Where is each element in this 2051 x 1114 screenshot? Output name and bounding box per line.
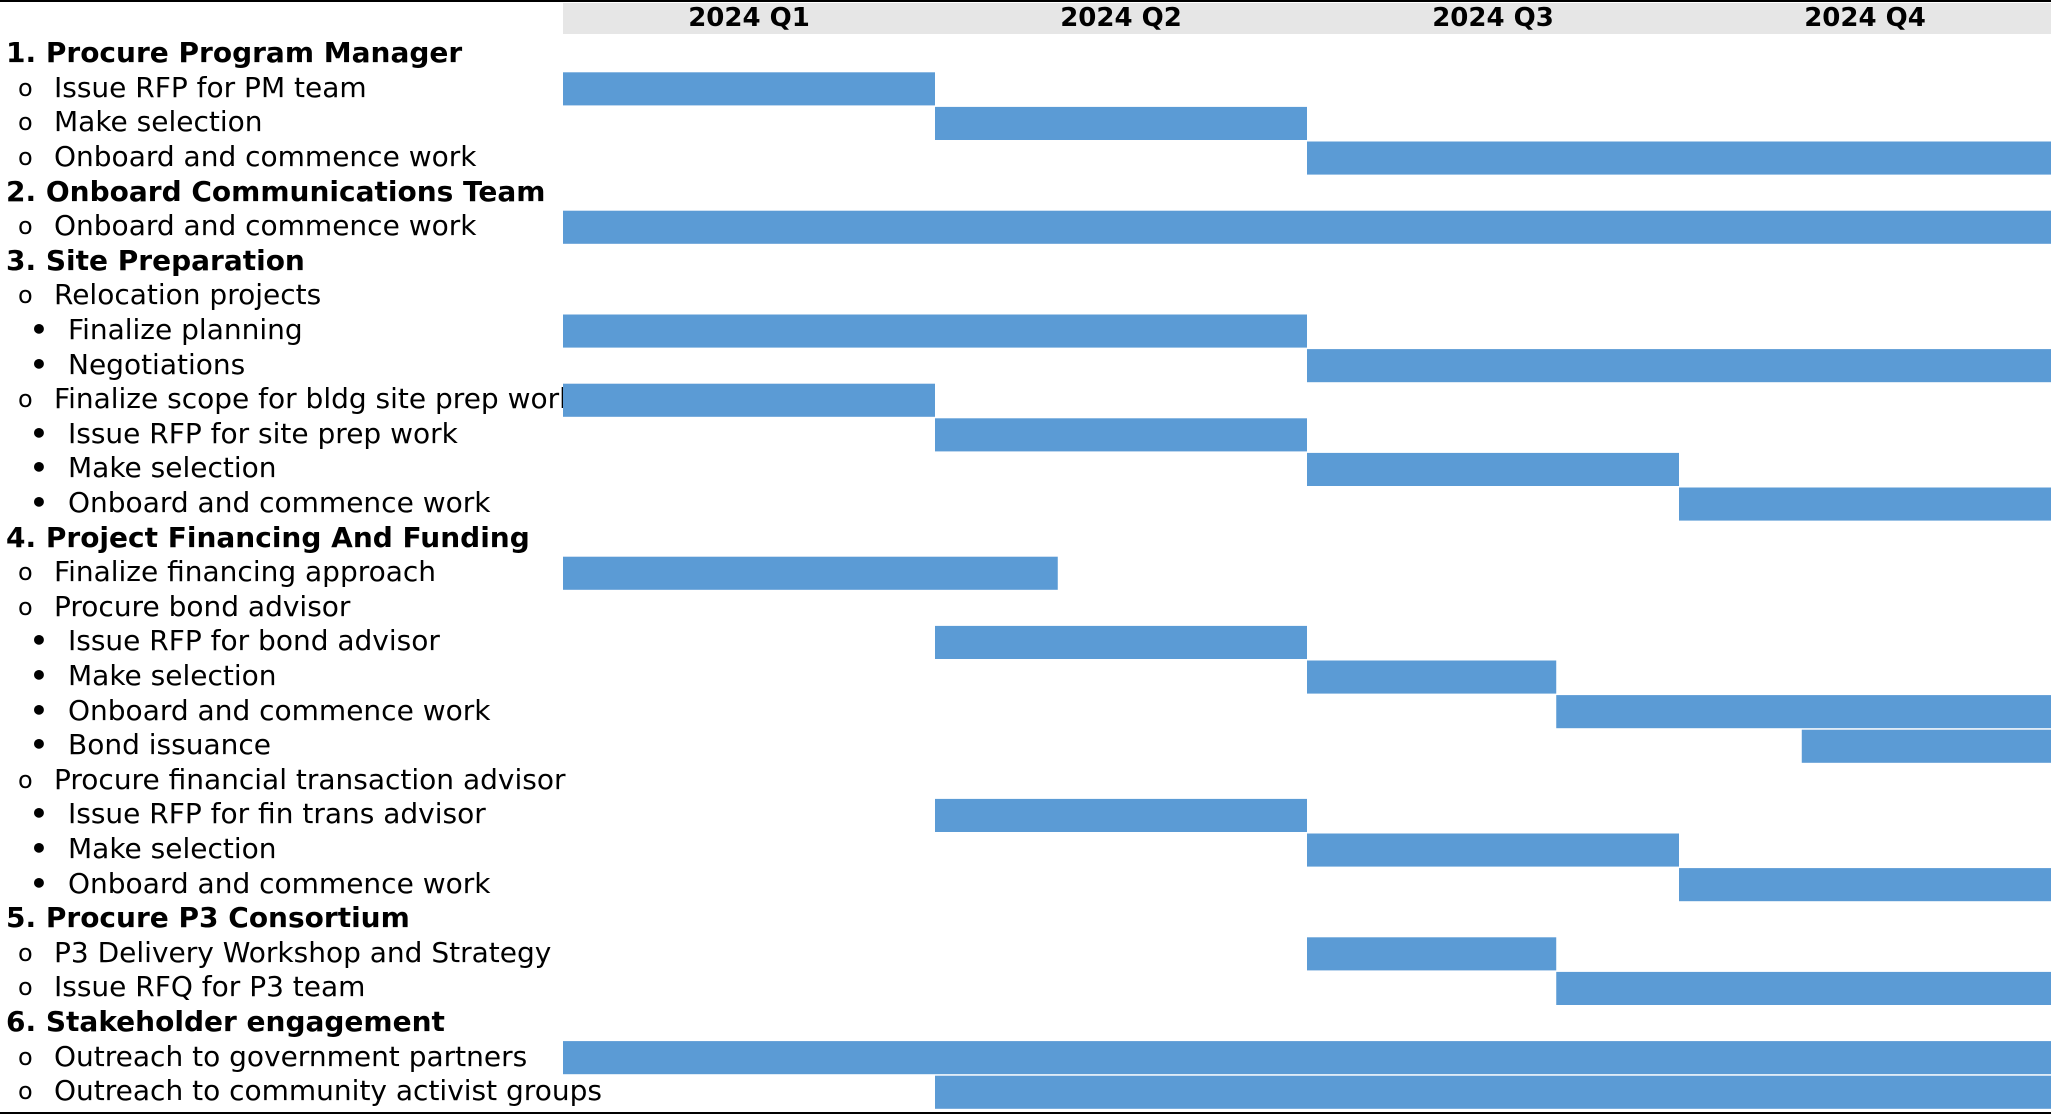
gantt-bar-issue-rfp-for-site-prep-work	[935, 418, 1307, 452]
task-label-text: Finalize planning	[68, 313, 303, 346]
bottom-border	[0, 1112, 2051, 1114]
section-heading: 5. Procure P3 Consortium	[6, 901, 410, 935]
gantt-bar-onboard-and-commence-work	[1679, 487, 2051, 521]
dot-bullet-marker: •	[30, 624, 48, 658]
top-border	[0, 0, 2051, 2]
task-label-text: Bond issuance	[68, 728, 271, 762]
task-label-text: Outreach to government partners	[54, 1039, 528, 1073]
gantt-bar-issue-rfp-for-fin-trans-advisor	[935, 798, 1307, 832]
gantt-bar-make-selection	[1307, 833, 1679, 867]
circle-bullet-marker: o	[18, 108, 33, 137]
circle-bullet-marker: o	[18, 558, 33, 587]
gantt-bar-finalize-financing-approach	[563, 556, 1058, 590]
section-heading: 6. Stakeholder engagement	[6, 1005, 445, 1038]
task-label-text: Issue RFQ for P3 team	[54, 970, 366, 1004]
task-label-text: Onboard and commence work	[68, 486, 491, 519]
dot-bullet-marker: •	[30, 313, 48, 346]
task-label-text: Issue RFP for fin trans advisor	[68, 797, 486, 831]
task-label-text: Onboard and commence work	[54, 140, 477, 173]
task-label-text: Make selection	[68, 451, 277, 485]
quarter-label-2024-q2: 2024 Q2	[1060, 3, 1182, 33]
section-heading: 4. Project Financing And Funding	[6, 520, 530, 554]
circle-bullet-marker: o	[18, 765, 33, 794]
task-label-text: Procure financial transaction advisor	[54, 762, 566, 796]
task-label-text: Onboard and commence work	[68, 693, 491, 727]
task-label-text: Finalize scope for bldg site prep work	[54, 382, 576, 416]
gantt-bar-issue-rfp-for-pm-team	[563, 72, 935, 106]
gantt-bar-onboard-and-commence-work	[1556, 695, 2051, 729]
gantt-bar-onboard-and-commence-work	[563, 210, 2051, 244]
circle-bullet-marker: o	[18, 938, 33, 967]
section-heading: 2. Onboard Communications Team	[6, 174, 546, 208]
circle-bullet-marker: o	[18, 385, 33, 414]
gantt-bar-bond-issuance	[1801, 729, 2051, 763]
circle-bullet-marker: o	[18, 143, 33, 171]
circle-bullet-marker: o	[18, 973, 33, 1002]
section-heading: 3. Site Preparation	[6, 243, 305, 277]
dot-bullet-marker: •	[30, 451, 48, 485]
quarter-header-band	[563, 3, 2051, 34]
gantt-bar-make-selection	[935, 106, 1307, 140]
gantt-bar-make-selection	[1307, 660, 1557, 694]
task-label-text: Relocation projects	[54, 278, 322, 312]
circle-bullet-marker: o	[18, 281, 33, 310]
task-label-text: Issue RFP for PM team	[54, 70, 367, 104]
dot-bullet-marker: •	[30, 659, 48, 692]
dot-bullet-marker: •	[30, 486, 48, 519]
dot-bullet-marker: •	[30, 797, 48, 831]
task-label-text: Onboard and commence work	[68, 866, 491, 900]
task-label-text: Make selection	[68, 832, 277, 865]
task-label-text: Outreach to community activist groups	[54, 1074, 602, 1108]
dot-bullet-marker: •	[30, 728, 48, 762]
dot-bullet-marker: •	[30, 347, 48, 381]
gantt-bar-p3-delivery-workshop-and-strategy	[1307, 937, 1557, 971]
task-label-text: Negotiations	[68, 347, 246, 381]
quarter-label-2024-q1: 2024 Q1	[688, 3, 810, 33]
gantt-bar-onboard-and-commence-work	[1679, 868, 2051, 902]
gantt-bar-issue-rfp-for-bond-advisor	[935, 625, 1307, 659]
task-label-text: Procure bond advisor	[54, 589, 351, 623]
circle-bullet-marker: o	[18, 212, 33, 241]
circle-bullet-marker: o	[18, 1077, 33, 1106]
task-label-text: Issue RFP for bond advisor	[68, 624, 440, 658]
section-heading: 1. Procure Program Manager	[6, 36, 463, 70]
circle-bullet-marker: o	[18, 73, 33, 102]
dot-bullet-marker: •	[30, 416, 48, 450]
gantt-bar-make-selection	[1307, 452, 1679, 486]
task-label-text: Finalize financing approach	[54, 555, 437, 589]
dot-bullet-marker: •	[30, 693, 48, 727]
gantt-bar-outreach-to-government-partners	[563, 1041, 2051, 1075]
circle-bullet-marker: o	[18, 1042, 33, 1071]
quarter-label-2024-q4: 2024 Q4	[1804, 3, 1926, 33]
gantt-bar-onboard-and-commence-work	[1307, 141, 2051, 175]
circle-bullet-marker: o	[18, 592, 33, 621]
dot-bullet-marker: •	[30, 866, 48, 900]
gantt-bar-finalize-scope-for-bldg-site-prep-work	[563, 383, 935, 417]
task-label-text: P3 Delivery Workshop and Strategy	[54, 935, 552, 969]
gantt-bar-negotiations	[1307, 349, 2051, 383]
task-label-text: Make selection	[54, 105, 263, 139]
task-label-text: Onboard and commence work	[54, 209, 477, 243]
gantt-bar-outreach-to-community-activist-groups	[935, 1075, 2051, 1109]
task-label-text: Issue RFP for site prep work	[68, 416, 458, 450]
task-label-text: Make selection	[68, 659, 277, 692]
gantt-bar-finalize-planning	[563, 314, 1307, 348]
quarter-label-2024-q3: 2024 Q3	[1432, 3, 1554, 33]
gantt-bar-issue-rfq-for-p3-team	[1556, 971, 2051, 1005]
dot-bullet-marker: •	[30, 832, 48, 865]
